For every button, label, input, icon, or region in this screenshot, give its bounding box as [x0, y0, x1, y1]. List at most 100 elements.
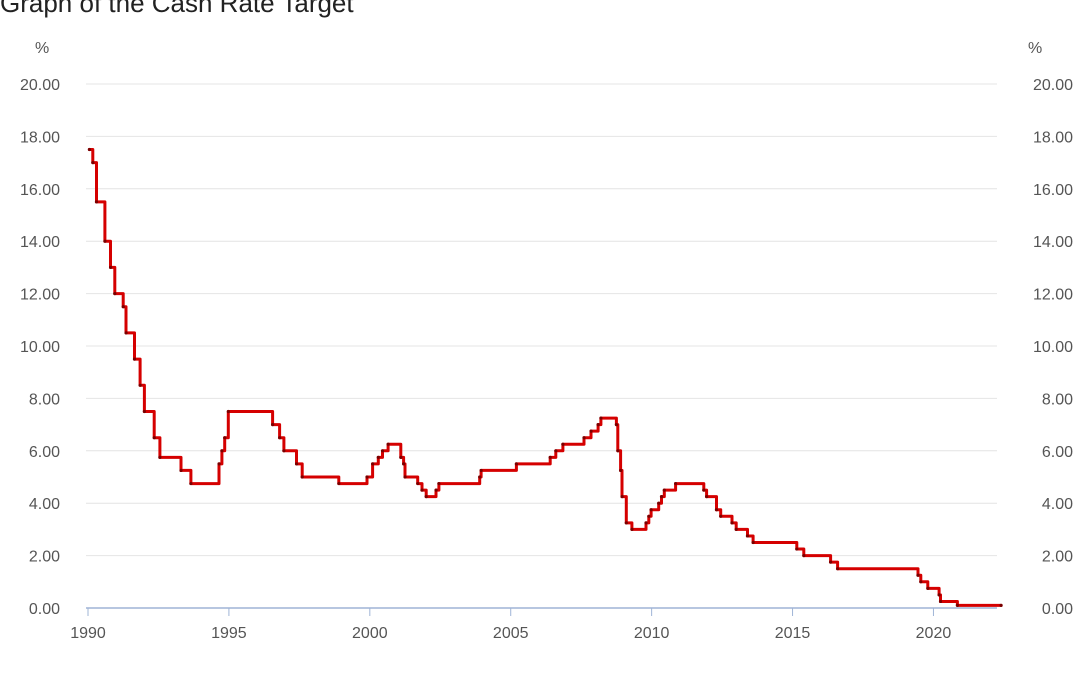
data-point — [589, 429, 593, 433]
data-point — [416, 481, 420, 486]
chart-title: Graph of the Cash Rate Target — [0, 0, 354, 18]
data-point — [103, 239, 107, 243]
data-point — [704, 495, 709, 499]
y-axis-right: 0.00 2.00 4.00 6.00 8.00 10.00 12.00 14.00 16.00… — [1033, 77, 1073, 618]
data-point — [919, 580, 923, 584]
x-tick-label: 1995 — [211, 625, 247, 642]
series-layer — [87, 147, 1003, 607]
data-point — [91, 161, 95, 165]
data-point — [745, 534, 750, 538]
data-point — [386, 442, 390, 446]
y-tick-label-right: 14.00 — [1033, 234, 1073, 251]
y-tick-label-left: 6.00 — [29, 444, 60, 461]
data-point — [437, 481, 441, 486]
data-point — [548, 455, 552, 459]
data-point — [630, 527, 634, 532]
data-point — [152, 436, 156, 440]
data-point — [582, 436, 586, 440]
data-point — [478, 475, 482, 479]
left-axis-unit: % — [35, 40, 49, 57]
data-point — [217, 462, 221, 466]
y-tick-label-left: 8.00 — [29, 391, 60, 408]
x-tick-label: 2000 — [352, 625, 388, 642]
data-point — [371, 462, 375, 466]
data-point — [938, 599, 943, 604]
data-point — [673, 481, 678, 486]
data-point — [300, 475, 304, 479]
data-point — [434, 488, 438, 492]
y-tick-label-right: 6.00 — [1042, 444, 1073, 461]
data-point — [647, 514, 651, 518]
y-tick-label-left: 2.00 — [29, 549, 60, 566]
x-tick-label: 2020 — [916, 625, 952, 642]
data-point — [282, 449, 286, 453]
data-point — [619, 468, 623, 473]
data-point — [719, 514, 723, 518]
data-point — [554, 449, 558, 453]
data-point — [402, 462, 406, 466]
data-point — [278, 436, 282, 440]
y-tick-label-right: 0.00 — [1042, 601, 1073, 618]
data-point — [142, 409, 146, 414]
data-point — [337, 481, 341, 486]
data-point — [999, 603, 1003, 607]
data-point — [124, 331, 128, 335]
data-point — [702, 488, 706, 492]
data-point — [87, 147, 92, 152]
y-tick-label-left: 18.00 — [20, 129, 60, 146]
data-point — [836, 567, 840, 571]
y-tick-label-right: 20.00 — [1033, 77, 1073, 94]
y-tick-label-right: 16.00 — [1033, 182, 1073, 199]
data-point — [828, 560, 833, 564]
data-point — [795, 547, 799, 551]
x-axis: 1990 1995 2000 2005 2010 2015 2020 — [70, 607, 997, 642]
data-point — [226, 409, 230, 414]
y-tick-label-right: 10.00 — [1033, 339, 1073, 356]
data-point — [376, 455, 380, 459]
data-point — [599, 416, 603, 420]
data-point — [424, 495, 428, 499]
data-point — [380, 449, 385, 453]
data-point — [916, 573, 920, 577]
data-point — [113, 292, 117, 296]
data-point — [596, 423, 600, 427]
data-point — [365, 475, 369, 479]
series-line — [87, 148, 1003, 607]
data-point — [734, 527, 738, 532]
data-point — [926, 586, 930, 590]
data-point — [657, 501, 661, 505]
data-point — [751, 540, 755, 545]
y-tick-label-right: 18.00 — [1033, 129, 1073, 146]
data-point — [158, 455, 162, 459]
data-point — [514, 462, 518, 466]
data-point — [121, 305, 125, 309]
data-point — [189, 481, 193, 486]
right-axis-unit: % — [1028, 40, 1042, 57]
data-point — [294, 462, 299, 466]
y-tick-label-right: 4.00 — [1042, 496, 1073, 513]
data-point — [399, 455, 403, 459]
data-point — [223, 436, 227, 440]
y-tick-label-left: 14.00 — [20, 234, 60, 251]
data-point — [659, 495, 664, 499]
y-tick-label-left: 4.00 — [29, 496, 60, 513]
y-tick-label-left: 12.00 — [20, 287, 60, 304]
y-tick-label-right: 2.00 — [1042, 549, 1073, 566]
x-tick-label: 2005 — [493, 625, 529, 642]
data-point — [624, 521, 628, 525]
data-point — [802, 554, 806, 558]
data-point — [662, 488, 666, 492]
data-point — [270, 423, 275, 427]
y-tick-label-left: 10.00 — [20, 339, 60, 356]
data-point — [561, 442, 565, 446]
y-tick-label-left: 0.00 — [29, 601, 60, 618]
data-point — [649, 508, 653, 512]
data-point — [108, 265, 113, 269]
x-tick-label: 2015 — [775, 625, 811, 642]
data-point — [730, 521, 734, 525]
y-tick-label-right: 8.00 — [1042, 391, 1073, 408]
x-tick-label: 1990 — [70, 625, 106, 642]
data-point — [403, 475, 407, 479]
data-point — [138, 383, 142, 387]
